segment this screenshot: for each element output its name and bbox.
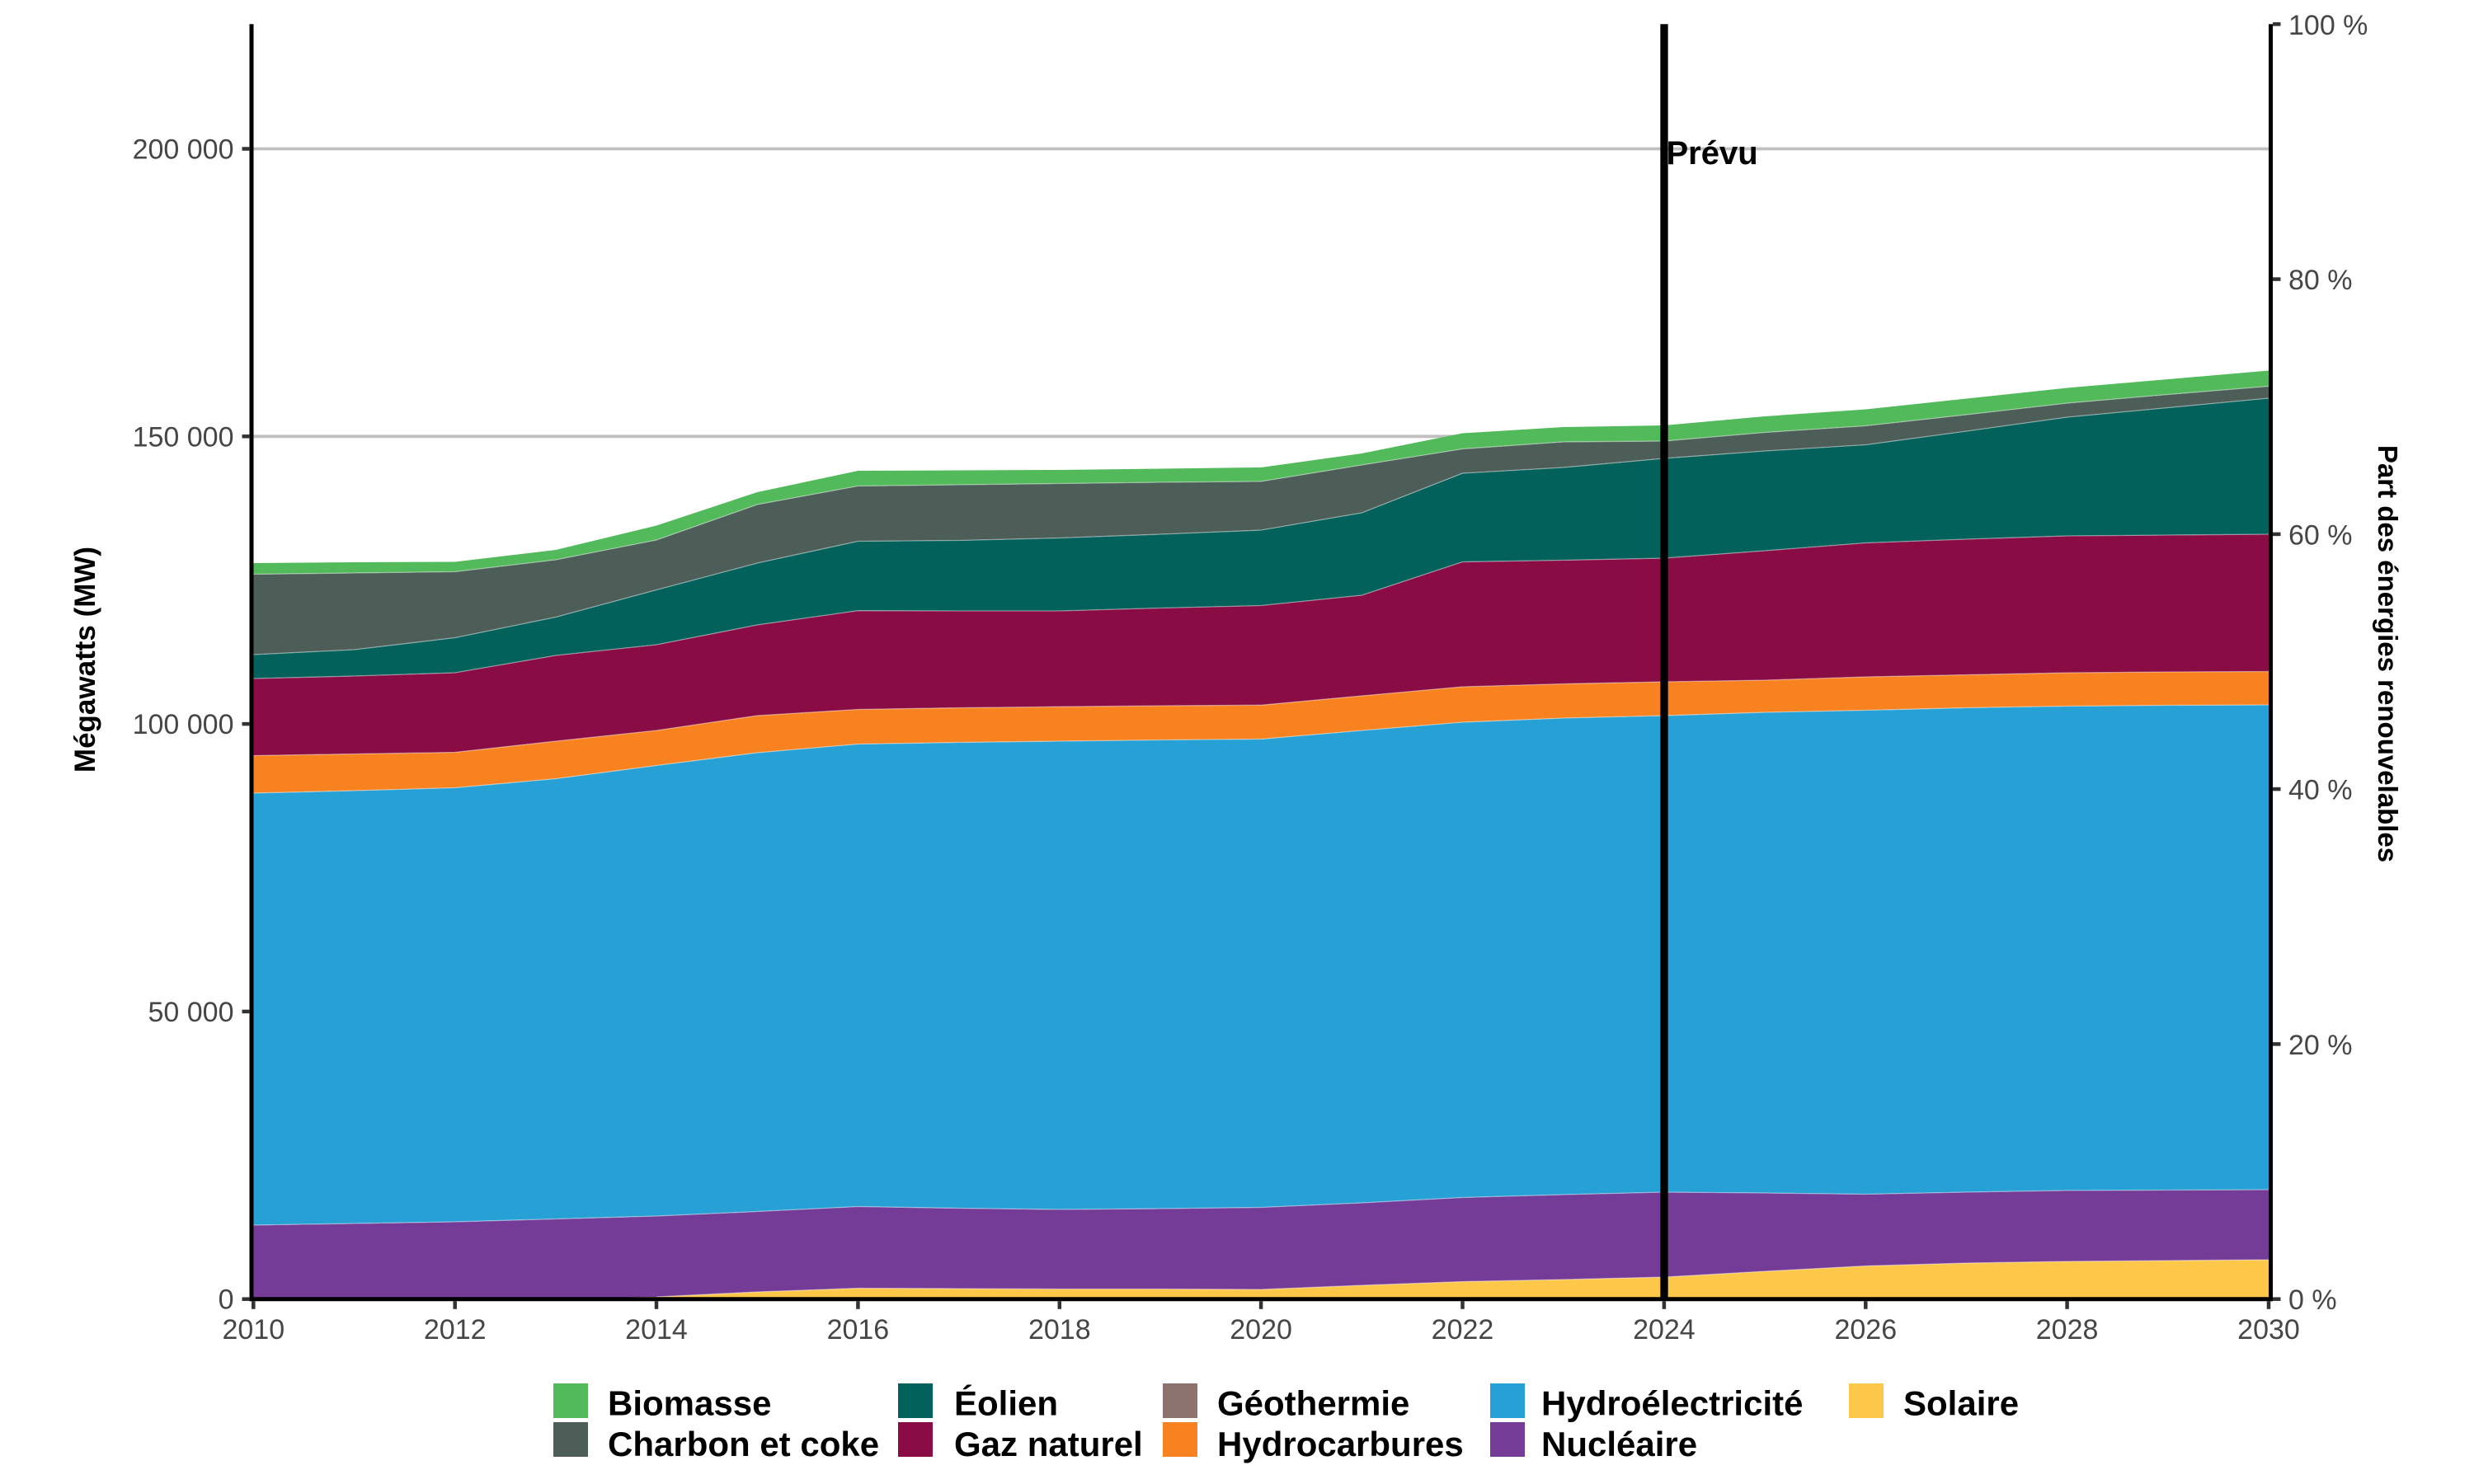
svg-text:Charbon et coke: Charbon et coke bbox=[608, 1425, 879, 1463]
svg-text:2022: 2022 bbox=[1432, 1314, 1494, 1345]
svg-text:2020: 2020 bbox=[1230, 1314, 1292, 1345]
svg-text:Gaz naturel: Gaz naturel bbox=[954, 1425, 1143, 1463]
svg-text:2018: 2018 bbox=[1028, 1314, 1091, 1345]
svg-text:2024: 2024 bbox=[1633, 1314, 1696, 1345]
svg-text:200 000: 200 000 bbox=[133, 134, 234, 166]
svg-text:100 %: 100 % bbox=[2288, 10, 2368, 41]
svg-text:60 %: 60 % bbox=[2288, 519, 2353, 551]
svg-text:2016: 2016 bbox=[827, 1314, 890, 1345]
svg-text:Solaire: Solaire bbox=[1903, 1384, 2019, 1423]
svg-text:Prévu: Prévu bbox=[1667, 135, 1758, 171]
svg-text:80 %: 80 % bbox=[2288, 265, 2353, 296]
svg-text:2012: 2012 bbox=[424, 1314, 487, 1345]
svg-text:Nucléaire: Nucléaire bbox=[1541, 1425, 1697, 1463]
svg-text:2010: 2010 bbox=[222, 1314, 285, 1345]
svg-text:Part des énergies renouvelable: Part des énergies renouvelables bbox=[2373, 445, 2403, 862]
svg-text:Éolien: Éolien bbox=[954, 1384, 1058, 1423]
svg-text:2030: 2030 bbox=[2237, 1314, 2300, 1345]
svg-text:150 000: 150 000 bbox=[133, 421, 234, 453]
svg-text:Mégawatts (MW): Mégawatts (MW) bbox=[69, 547, 101, 773]
svg-text:0: 0 bbox=[219, 1284, 234, 1316]
svg-text:100 000: 100 000 bbox=[133, 709, 234, 740]
svg-text:Biomasse: Biomasse bbox=[608, 1384, 771, 1423]
svg-text:2026: 2026 bbox=[1834, 1314, 1897, 1345]
svg-text:2028: 2028 bbox=[2036, 1314, 2099, 1345]
svg-text:Hydroélectricité: Hydroélectricité bbox=[1541, 1384, 1803, 1423]
svg-text:20 %: 20 % bbox=[2288, 1030, 2353, 1061]
svg-text:2014: 2014 bbox=[625, 1314, 688, 1345]
svg-text:40 %: 40 % bbox=[2288, 775, 2353, 806]
svg-text:Géothermie: Géothermie bbox=[1217, 1384, 1409, 1423]
svg-text:50 000: 50 000 bbox=[148, 997, 234, 1028]
svg-text:Hydrocarbures: Hydrocarbures bbox=[1217, 1425, 1464, 1463]
svg-text:0 %: 0 % bbox=[2288, 1284, 2337, 1316]
